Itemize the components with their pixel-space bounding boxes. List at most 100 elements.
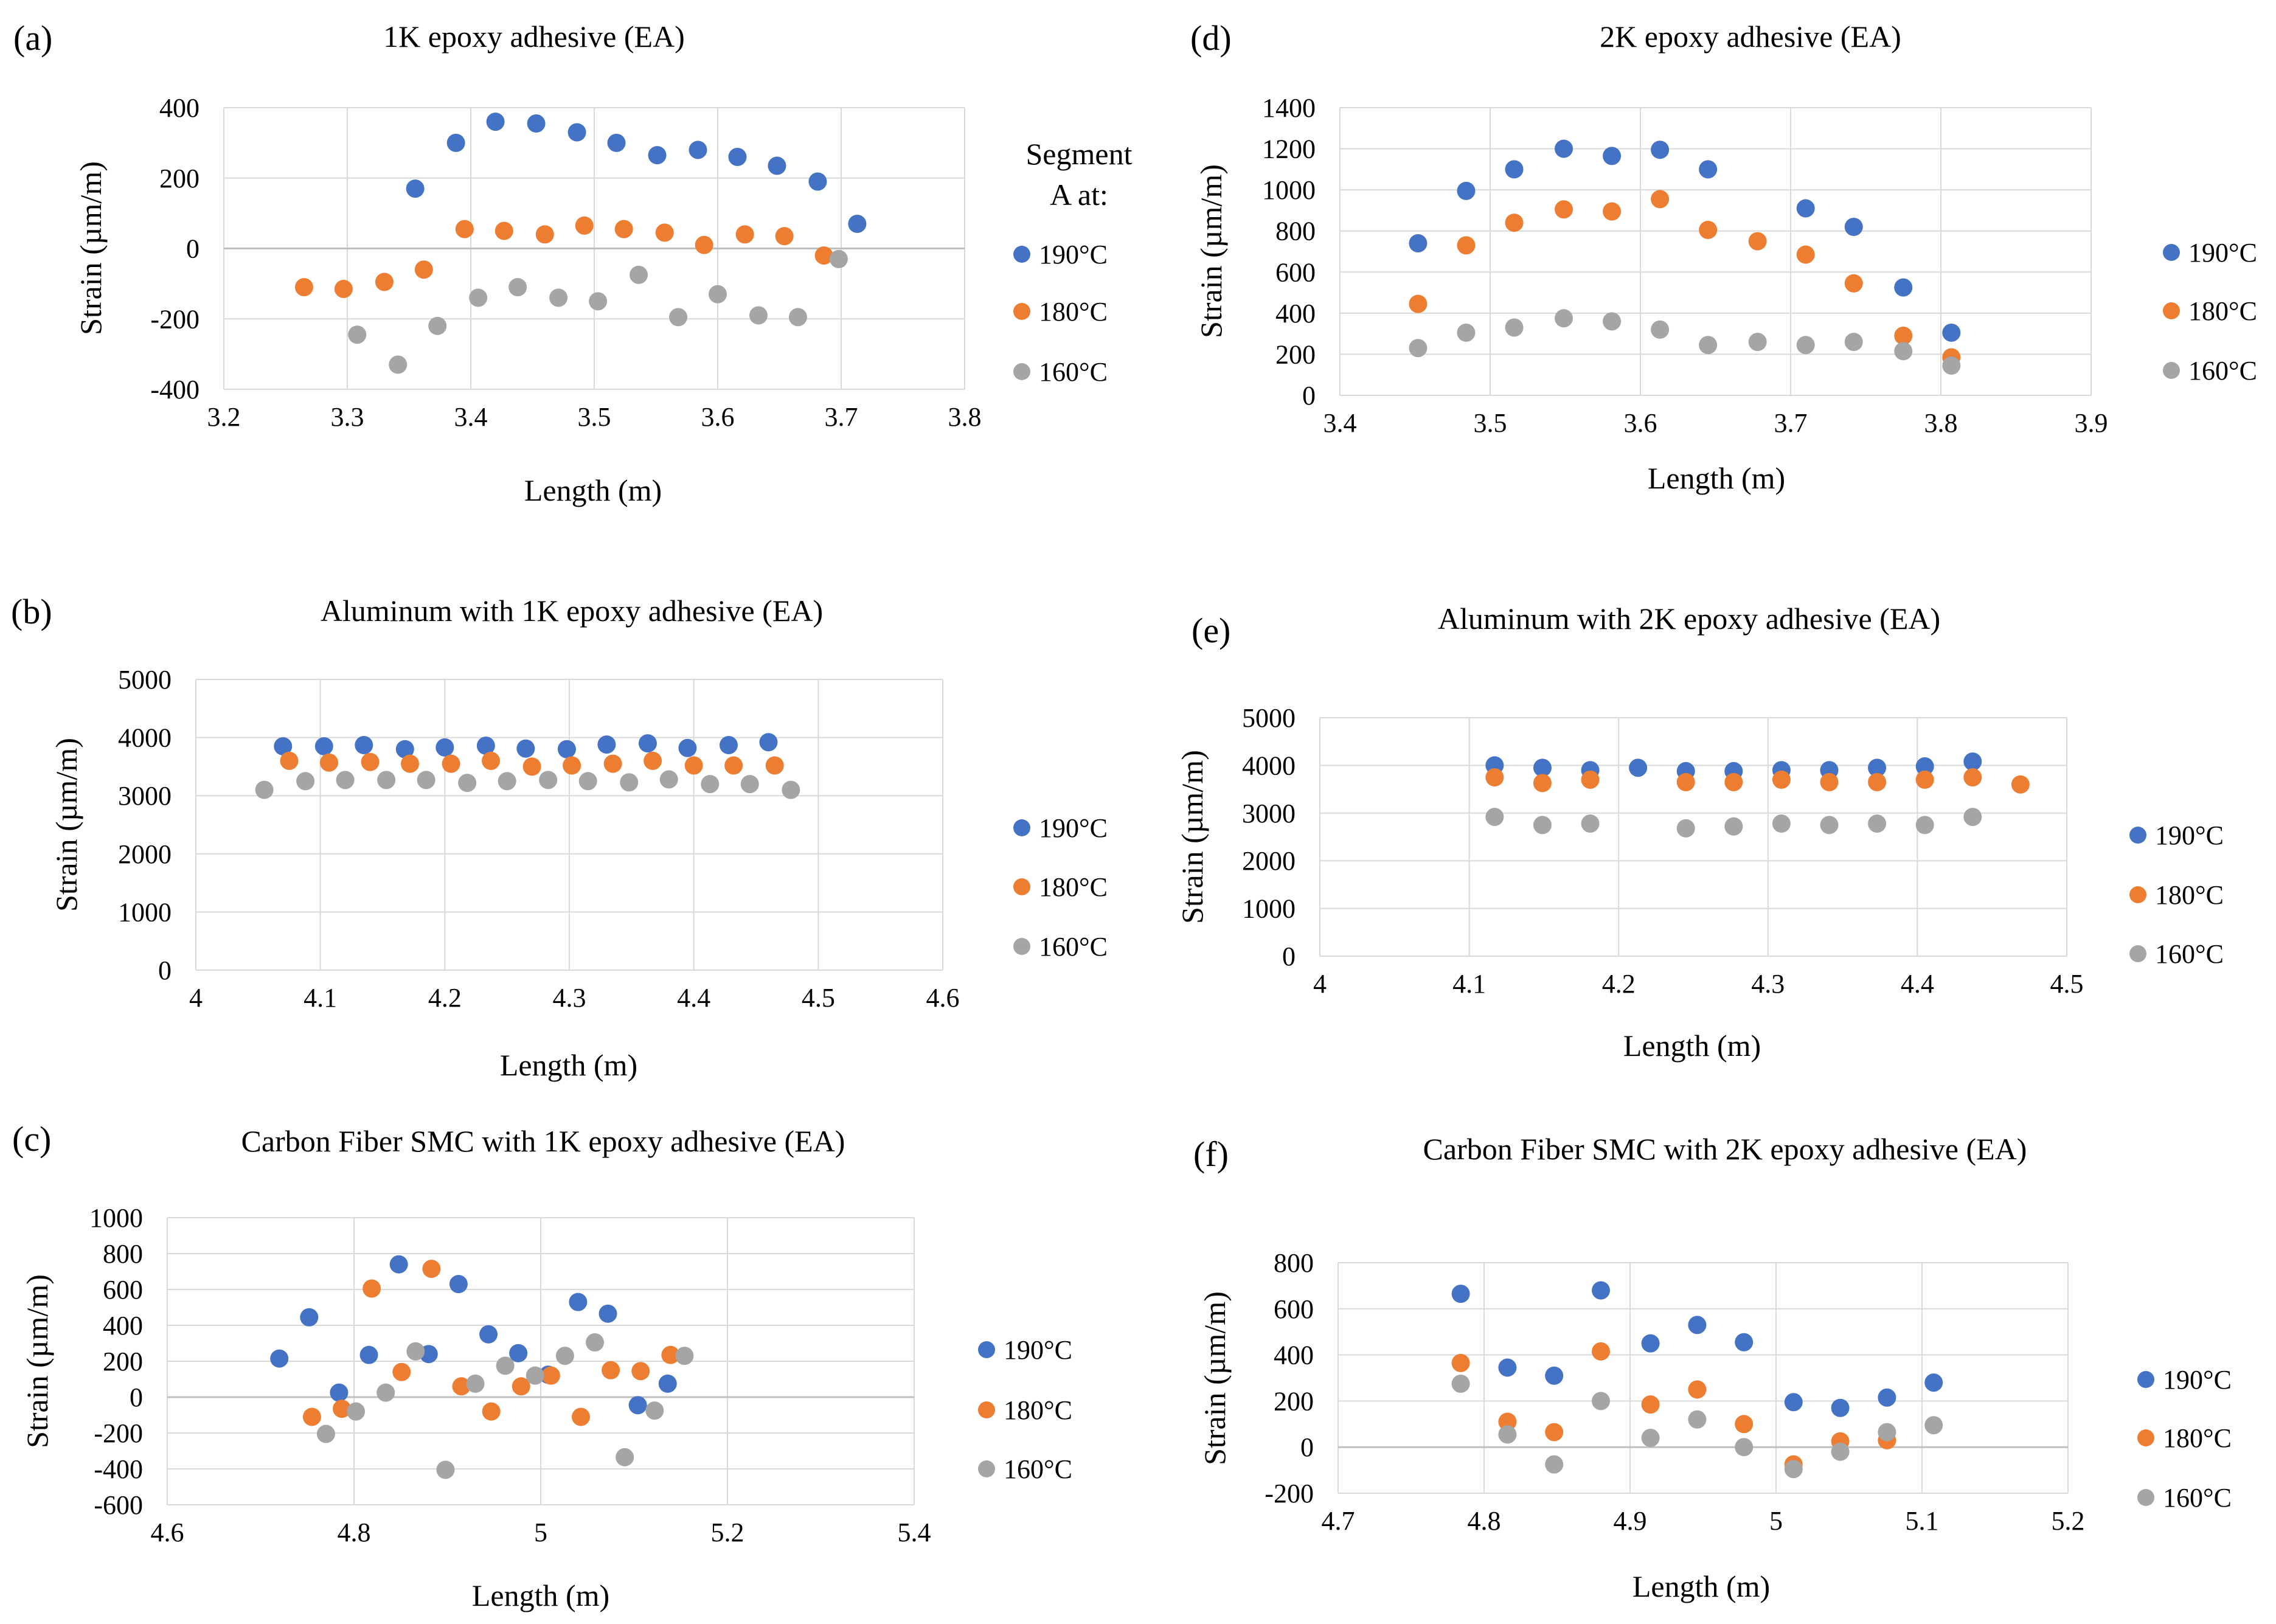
- data-point: [422, 1260, 441, 1279]
- data-point: [1505, 318, 1524, 337]
- x-tick-label: 4: [1313, 969, 1327, 999]
- data-point: [1820, 772, 1839, 791]
- data-point: [526, 1366, 544, 1385]
- data-point: [728, 148, 747, 167]
- x-tick-label: 4.8: [1468, 1506, 1501, 1536]
- y-tick-label: 0: [186, 234, 199, 264]
- data-point: [631, 1362, 650, 1381]
- y-tick-label: 1000: [118, 897, 172, 927]
- data-point: [1868, 814, 1887, 833]
- y-tick-label: 1000: [1242, 894, 1296, 924]
- series-190c: [1409, 139, 1961, 342]
- data-point: [1555, 309, 1573, 328]
- data-point: [788, 308, 807, 327]
- data-point: [1641, 1334, 1660, 1353]
- legend-label: 180°C: [1004, 1395, 1072, 1425]
- data-point: [1485, 768, 1504, 786]
- data-point: [2011, 775, 2030, 794]
- data-point: [1894, 327, 1913, 345]
- panel-letter: (d): [1190, 18, 1232, 58]
- series-190c: [406, 113, 867, 233]
- data-point: [1699, 221, 1718, 240]
- y-tick-label: 0: [130, 1383, 143, 1412]
- y-tick-label: 400: [103, 1311, 143, 1341]
- data-point: [428, 316, 447, 335]
- data-point: [479, 1325, 498, 1344]
- data-point: [535, 225, 554, 244]
- legend-label: 180°C: [2188, 296, 2257, 326]
- data-point: [1545, 1366, 1564, 1385]
- legend-marker: [2137, 1371, 2154, 1388]
- data-point: [1409, 234, 1428, 252]
- data-point: [1724, 817, 1743, 836]
- x-tick-label: 5: [534, 1518, 547, 1547]
- data-point: [509, 1344, 528, 1362]
- data-point: [1498, 1425, 1517, 1444]
- data-point: [684, 756, 703, 775]
- data-point: [638, 734, 657, 753]
- data-point: [1784, 1393, 1803, 1412]
- data-point: [414, 260, 433, 279]
- data-point: [446, 133, 465, 152]
- legend-label: 160°C: [2163, 1483, 2232, 1513]
- data-point: [319, 753, 338, 772]
- data-point: [395, 740, 414, 758]
- y-tick-label: 5000: [1242, 703, 1296, 733]
- series-160c: [316, 1333, 694, 1479]
- data-point: [389, 1255, 408, 1274]
- data-point: [655, 223, 674, 242]
- data-point: [1748, 333, 1767, 352]
- data-point: [1592, 1392, 1610, 1411]
- legend-label: 180°C: [2163, 1423, 2232, 1453]
- data-point: [628, 1396, 647, 1415]
- y-tick-label: 2000: [118, 839, 172, 869]
- data-point: [1915, 770, 1934, 789]
- data-point: [294, 278, 313, 297]
- data-point: [496, 1356, 515, 1375]
- data-point: [782, 780, 800, 799]
- data-point: [572, 1407, 591, 1426]
- y-tick-label: 800: [1275, 217, 1316, 246]
- x-tick-label: 4.3: [1751, 969, 1785, 999]
- data-point: [616, 1448, 634, 1466]
- legend-marker: [2163, 302, 2180, 319]
- x-tick-label: 4.4: [677, 983, 710, 1013]
- y-tick-label: 4000: [1242, 751, 1296, 780]
- data-point: [1772, 814, 1791, 833]
- legend-marker: [2163, 362, 2180, 379]
- data-point: [482, 1402, 501, 1421]
- y-tick-label: 600: [1275, 257, 1316, 287]
- x-tick-label: 4.2: [1602, 969, 1636, 999]
- legend-marker: [1013, 878, 1030, 895]
- data-point: [735, 225, 754, 244]
- chart-title: Carbon Fiber SMC with 2K epoxy adhesive …: [1423, 1132, 2027, 1166]
- y-tick-label: 400: [1274, 1341, 1314, 1370]
- data-point: [1915, 816, 1934, 835]
- x-tick-label: 3.3: [331, 402, 364, 432]
- x-tick-label: 4.4: [1901, 969, 1934, 999]
- series-180c: [280, 751, 784, 776]
- data-point: [1451, 1374, 1470, 1393]
- series-180c: [302, 1260, 680, 1426]
- legend-label: 160°C: [2188, 356, 2257, 386]
- data-point: [575, 216, 594, 235]
- chart-title: 1K epoxy adhesive (EA): [383, 19, 685, 54]
- data-point: [569, 1293, 588, 1311]
- data-point: [435, 738, 454, 757]
- data-point: [740, 775, 759, 794]
- data-point: [255, 780, 274, 799]
- data-point: [1820, 816, 1839, 835]
- y-tick-label: -200: [1265, 1479, 1314, 1508]
- x-tick-label: 4.1: [1452, 969, 1486, 999]
- y-tick-label: 400: [159, 93, 199, 123]
- legend-label: 180°C: [2155, 880, 2224, 910]
- series-180c: [1409, 190, 1961, 367]
- data-point: [1878, 1423, 1896, 1442]
- data-point: [1963, 808, 1982, 827]
- legend-marker: [2129, 827, 2146, 844]
- legend-marker: [2137, 1489, 2154, 1506]
- x-tick-label: 4.6: [926, 983, 960, 1013]
- data-point: [314, 737, 333, 755]
- data-point: [1451, 1353, 1470, 1372]
- legend-label: 180°C: [1039, 872, 1108, 902]
